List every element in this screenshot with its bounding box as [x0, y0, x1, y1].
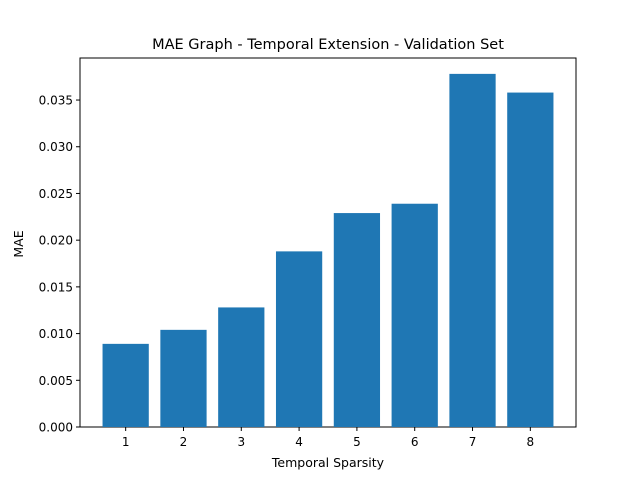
y-axis-ticks: 0.000 0.005 0.010 0.015 0.020 0.025 0.030 0.035 — [39, 94, 80, 435]
y-tick-label: 0.010 — [39, 327, 73, 341]
x-tick-label: 7 — [469, 435, 477, 449]
x-tick-label: 6 — [411, 435, 419, 449]
bar-8 — [507, 92, 554, 427]
axes-frame — [79, 57, 577, 428]
plot-area — [79, 57, 577, 428]
y-tick-label: 0.005 — [39, 374, 73, 388]
x-axis-ticks: 1 2 3 4 5 6 7 8 — [122, 427, 534, 449]
x-axis-label: Temporal Sparsity — [271, 455, 385, 470]
x-tick-label: 8 — [527, 435, 535, 449]
bar-1 — [102, 343, 149, 427]
x-tick-label: 2 — [180, 435, 188, 449]
y-tick-label: 0.020 — [39, 234, 73, 248]
x-tick-label: 5 — [353, 435, 361, 449]
y-tick-label: 0.035 — [39, 94, 73, 108]
x-tick-label: 4 — [295, 435, 303, 449]
chart-title: MAE Graph - Temporal Extension - Validat… — [152, 37, 504, 53]
bar-3 — [218, 307, 265, 427]
y-axis-label: MAE — [11, 230, 26, 257]
y-tick-label: 0.025 — [39, 187, 73, 201]
bar-6 — [391, 203, 438, 427]
x-tick-label: 1 — [122, 435, 130, 449]
bars-group — [102, 73, 554, 427]
y-tick-label: 0.030 — [39, 140, 73, 154]
bar-2 — [160, 329, 207, 427]
x-tick-label: 3 — [237, 435, 245, 449]
y-tick-label: 0.015 — [39, 280, 73, 294]
bar-5 — [333, 213, 381, 427]
bar-7 — [449, 73, 496, 427]
y-tick-label: 0.000 — [39, 421, 73, 435]
bar-4 — [275, 251, 323, 427]
